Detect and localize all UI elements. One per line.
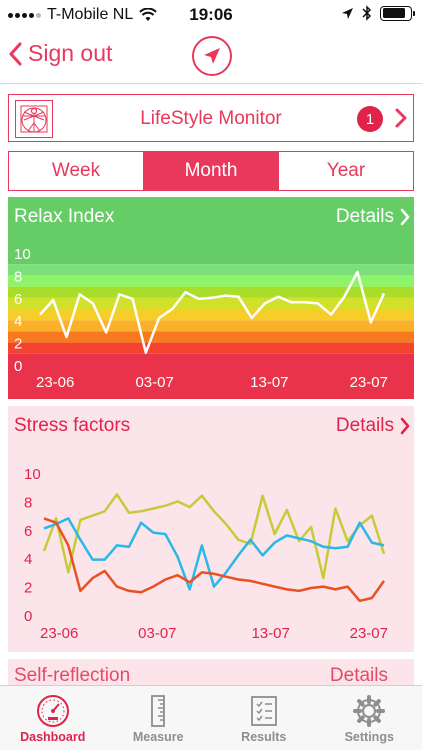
carrier-info: T-Mobile NL bbox=[8, 6, 157, 24]
tab-settings-label: Settings bbox=[344, 730, 394, 744]
x-tick-label: 13-07 bbox=[250, 374, 288, 391]
x-tick-label: 23-07 bbox=[350, 625, 388, 642]
y-tick-label: 8 bbox=[14, 268, 22, 285]
y-tick-label: 0 bbox=[24, 608, 32, 625]
y-tick-label: 2 bbox=[14, 336, 22, 353]
relax-details-label: Details bbox=[335, 206, 394, 227]
stress-details-button[interactable]: Details bbox=[336, 415, 410, 437]
band-9 bbox=[8, 253, 414, 265]
band-4 bbox=[8, 309, 414, 321]
band-1 bbox=[8, 342, 414, 354]
period-selector: Week Month Year bbox=[8, 151, 414, 191]
monitor-title: LifeStyle Monitor bbox=[140, 108, 282, 129]
y-tick-label: 6 bbox=[14, 291, 22, 308]
lifestyle-monitor-row[interactable]: LifeStyle Monitor 1 bbox=[8, 94, 414, 142]
band-8 bbox=[8, 264, 414, 276]
y-tick-label: 10 bbox=[14, 246, 31, 263]
band-2 bbox=[8, 331, 414, 343]
gauge-icon bbox=[36, 695, 69, 727]
stress-factors-chart: 0 2 4 6 8 10 23-06 03-07 13-07 23-07 bbox=[24, 466, 388, 642]
relax-index-title: Relax Index bbox=[14, 206, 115, 227]
x-tick-label: 03-07 bbox=[138, 625, 176, 642]
tab-results-label: Results bbox=[241, 730, 287, 744]
tab-measure[interactable]: Measure bbox=[106, 686, 212, 750]
notification-badge: 1 bbox=[357, 106, 383, 132]
stress-factors-card: 0 2 4 6 8 10 23-06 03-07 13-07 23-07 Stress facto… bbox=[8, 406, 414, 652]
band-5 bbox=[8, 297, 414, 309]
y-tick-label: 4 bbox=[14, 313, 22, 330]
sign-out-button[interactable]: Sign out bbox=[8, 40, 112, 67]
location-arrow-status-icon bbox=[342, 7, 353, 19]
chevron-left-icon bbox=[9, 42, 22, 65]
tab-measure-label: Measure bbox=[132, 730, 184, 744]
relax-index-card: 0 2 4 6 8 10 23-06 03-07 13-07 23-07 Relax Index … bbox=[8, 197, 414, 399]
stress-details-label: Details bbox=[335, 415, 394, 436]
band-7 bbox=[8, 275, 414, 287]
band-bottom-fill bbox=[8, 365, 414, 399]
x-tick-label: 23-06 bbox=[40, 625, 78, 642]
location-button[interactable] bbox=[192, 36, 232, 76]
y-tick-label: 2 bbox=[24, 580, 32, 597]
series-line-0 bbox=[42, 493, 386, 580]
band-6 bbox=[8, 286, 414, 298]
series-line-2 bbox=[43, 517, 386, 603]
band-3 bbox=[8, 320, 414, 332]
series-line-0 bbox=[39, 270, 386, 354]
carrier-name: T-Mobile NL bbox=[47, 6, 134, 23]
tab-dashboard-label: Dashboard bbox=[20, 730, 86, 744]
status-time: 19:06 bbox=[189, 5, 233, 24]
sign-out-label: Sign out bbox=[28, 40, 113, 66]
segment-month[interactable]: Month bbox=[144, 152, 279, 190]
status-right bbox=[341, 5, 415, 21]
gear-icon bbox=[353, 695, 386, 727]
x-tick-label: 23-06 bbox=[36, 374, 74, 391]
wifi-icon bbox=[139, 8, 157, 21]
y-tick-label: 0 bbox=[14, 358, 22, 375]
band-0 bbox=[8, 353, 414, 365]
x-tick-label: 23-07 bbox=[350, 374, 388, 391]
segment-week[interactable]: Week bbox=[9, 152, 144, 190]
self-reflection-card[interactable]: Self-reflection Details bbox=[8, 659, 414, 685]
x-tick-label: 13-07 bbox=[251, 625, 289, 642]
series-line-1 bbox=[43, 517, 385, 591]
self-reflection-details[interactable]: Details bbox=[329, 665, 388, 685]
stress-factors-title: Stress factors bbox=[14, 415, 131, 436]
tab-results[interactable]: Results bbox=[211, 686, 317, 750]
chevron-right-icon bbox=[400, 417, 410, 435]
y-tick-label: 8 bbox=[24, 494, 32, 511]
battery-fill bbox=[382, 8, 406, 18]
tab-bar: Dashboard Measure Results Settings bbox=[0, 685, 422, 750]
relax-index-chart: 0 2 4 6 8 10 23-06 03-07 13-07 23-07 bbox=[8, 197, 414, 399]
bluetooth-icon bbox=[362, 5, 372, 21]
vitruvian-man-icon bbox=[15, 100, 53, 138]
band-top-fill bbox=[8, 197, 414, 253]
y-tick-label: 4 bbox=[24, 551, 32, 568]
segment-year[interactable]: Year bbox=[326, 160, 366, 181]
tab-settings[interactable]: Settings bbox=[317, 686, 422, 750]
tab-dashboard[interactable]: Dashboard bbox=[0, 686, 106, 750]
chevron-right-icon bbox=[395, 108, 407, 128]
x-tick-label: 03-07 bbox=[135, 374, 173, 391]
y-tick-label: 6 bbox=[24, 523, 32, 540]
navigation-bar: Sign out bbox=[0, 30, 422, 84]
battery-icon bbox=[380, 5, 415, 21]
y-tick-label: 10 bbox=[24, 466, 41, 483]
signal-strength-icon bbox=[8, 12, 41, 18]
clipboard-list-icon bbox=[250, 696, 277, 726]
chevron-right-icon bbox=[400, 208, 410, 226]
relax-details-button[interactable]: Details bbox=[336, 206, 410, 228]
location-arrow-icon bbox=[204, 48, 220, 64]
status-bar: T-Mobile NL 19:06 bbox=[0, 0, 422, 30]
ruler-icon bbox=[151, 695, 166, 727]
self-reflection-title: Self-reflection bbox=[14, 665, 131, 685]
